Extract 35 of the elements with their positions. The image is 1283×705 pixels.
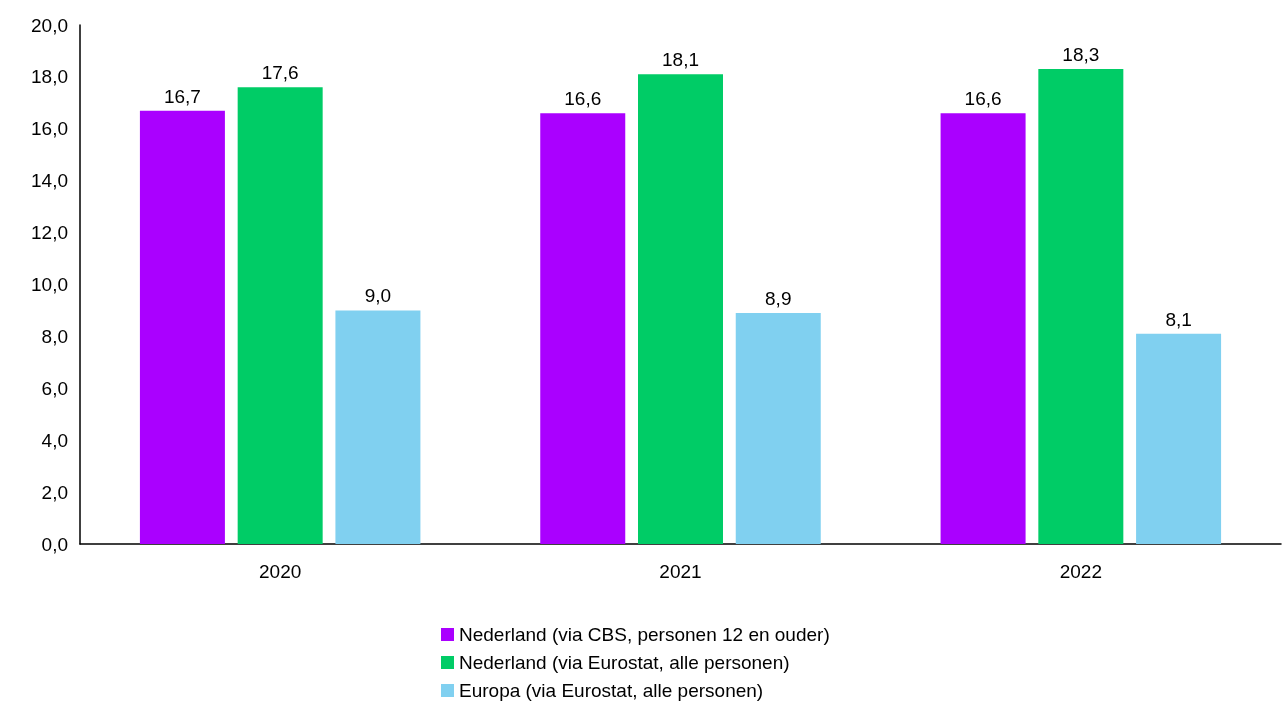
y-tick-label: 4,0 xyxy=(41,429,68,451)
legend-label: Europa (via Eurostat, alle personen) xyxy=(459,680,764,701)
data-label: 16,7 xyxy=(163,85,201,107)
data-label: 8,9 xyxy=(765,288,792,310)
bar xyxy=(1038,69,1124,544)
bar xyxy=(638,74,723,544)
y-tick-label: 14,0 xyxy=(31,170,68,192)
data-label: 16,6 xyxy=(564,88,602,110)
data-label: 18,3 xyxy=(1062,44,1100,66)
x-tick-label: 2021 xyxy=(659,561,702,582)
legend-label: Nederland (via CBS, personen 12 en ouder) xyxy=(459,624,830,645)
bar xyxy=(335,310,421,544)
y-tick-label: 10,0 xyxy=(31,274,68,295)
y-tick-label: 20,0 xyxy=(31,14,68,36)
data-label: 16,6 xyxy=(964,88,1002,110)
y-tick-label: 6,0 xyxy=(41,377,68,399)
bar xyxy=(940,113,1026,544)
y-tick-label: 8,0 xyxy=(41,325,68,347)
y-tick-label: 0,0 xyxy=(41,533,68,555)
bar xyxy=(139,110,225,544)
legend-label: Nederland (via Eurostat, alle personen) xyxy=(459,652,790,673)
data-label: 17,6 xyxy=(261,62,299,84)
data-label: 9,0 xyxy=(364,285,392,307)
x-tick-label: 2020 xyxy=(259,561,302,582)
bar xyxy=(237,87,323,544)
y-tick-label: 2,0 xyxy=(41,481,68,503)
y-tick-label: 12,0 xyxy=(31,222,68,244)
x-tick-label: 2022 xyxy=(1059,561,1102,582)
y-tick-label: 18,0 xyxy=(31,66,68,88)
bar xyxy=(540,113,626,544)
bar xyxy=(1136,333,1222,544)
data-label: 8,1 xyxy=(1165,308,1192,330)
data-label: 18,1 xyxy=(662,49,699,71)
bar xyxy=(735,313,821,544)
y-tick-label: 16,0 xyxy=(31,118,68,140)
